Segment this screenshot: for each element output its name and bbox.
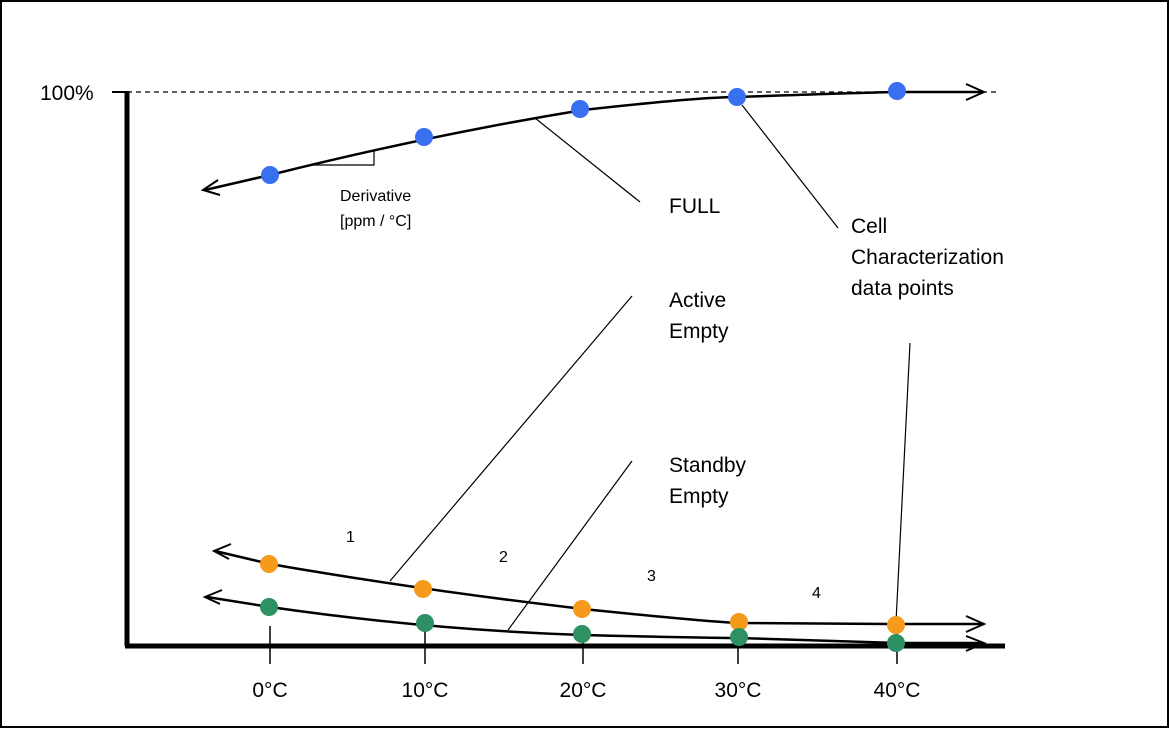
x-tick-label: 10°C [402, 679, 449, 702]
full-data-points [261, 82, 906, 184]
standby-empty-data-point [416, 614, 434, 632]
segment-number: 4 [812, 585, 821, 602]
x-tick-label: 40°C [874, 679, 921, 702]
active-empty-left-arrow [211, 543, 232, 560]
active-empty-right-arrow [965, 615, 987, 633]
x-tick-label: 0°C [252, 679, 287, 702]
segment-number: 3 [647, 568, 656, 585]
full-data-point [261, 166, 279, 184]
active-empty-data-point [260, 555, 278, 573]
full-data-point [415, 128, 433, 146]
y-label-100: 100% [40, 82, 94, 105]
derivative-label: Derivative [340, 188, 411, 205]
cell-label-line2: Characterization [851, 246, 1004, 269]
derivative-units-label: [ppm / °C] [340, 213, 411, 230]
standby-empty-label-line1: Standby [669, 454, 747, 477]
active-empty-data-point [573, 600, 591, 618]
active-empty-data-points [260, 555, 905, 634]
full-curve-left-arrow [200, 179, 221, 196]
full-data-point [728, 88, 746, 106]
active-empty-data-point [730, 613, 748, 631]
active-empty-curve [214, 549, 982, 626]
standby-empty-data-point [887, 634, 905, 652]
standby-empty-data-point [573, 625, 591, 643]
cell-leader-line-top [741, 104, 839, 229]
segment-number: 2 [499, 549, 508, 566]
cell-label-line1: Cell [851, 215, 887, 238]
full-curve-right-arrow [965, 83, 987, 101]
full-curve [204, 90, 982, 192]
active-empty-data-point [887, 616, 905, 634]
standby-empty-leader-line [507, 460, 633, 631]
full-label: FULL [669, 195, 720, 218]
cell-leader-line-bottom [895, 342, 911, 623]
segment-number: 1 [346, 529, 355, 546]
x-tick-label: 30°C [715, 679, 762, 702]
standby-empty-label-line2: Empty [669, 485, 729, 508]
standby-empty-left-arrow [202, 589, 223, 605]
standby-empty-data-points [260, 598, 905, 652]
active-empty-label-line2: Empty [669, 320, 729, 343]
standby-empty-data-point [260, 598, 278, 616]
x-tick-label: 20°C [560, 679, 607, 702]
derivative-triangle [309, 150, 375, 166]
standby-empty-curve [206, 595, 982, 645]
standby-empty-right-arrow [965, 635, 987, 652]
cell-label-line3: data points [851, 277, 954, 300]
active-empty-leader-line [389, 295, 633, 582]
active-empty-label-line1: Active [669, 289, 726, 312]
active-empty-data-point [414, 580, 432, 598]
full-data-point [571, 100, 589, 118]
standby-empty-data-point [730, 628, 748, 646]
full-data-point [888, 82, 906, 100]
full-leader-line [534, 117, 641, 203]
